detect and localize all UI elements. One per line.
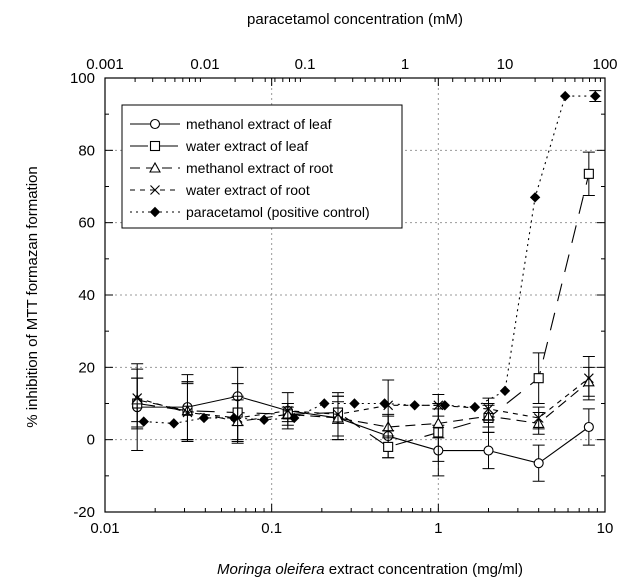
y-axis-title: % inhibition of MTT formazan formation (24, 166, 41, 428)
y-tick-label: 20 (78, 359, 95, 376)
x2-tick-label: 0.01 (190, 56, 219, 73)
y-tick-label: 100 (70, 70, 95, 87)
data-point (182, 407, 193, 418)
data-point (529, 192, 541, 203)
axes: 0.01 0.1 1 10 0.001 0.01 0.1 1 10 100 -20 0 20 40 60 80… (70, 56, 618, 537)
data-point (289, 412, 300, 424)
series-line (137, 377, 590, 419)
x2-tick-label: 0.1 (295, 56, 316, 73)
x-axis-title-italic: Moringa oleifera (217, 561, 325, 578)
x-axis-title: Moringa oleifera extract concentration (… (217, 561, 523, 578)
data-point (533, 458, 544, 469)
legend-marker (150, 185, 160, 195)
data-point (433, 400, 444, 411)
data-point (228, 412, 240, 424)
y-tick-label: 80 (78, 142, 95, 159)
data-point (533, 413, 544, 423)
legend-marker (149, 118, 161, 130)
legend-label: methanol extract of root (186, 160, 333, 176)
legend-label: paracetamol (positive control) (186, 204, 370, 220)
data-point (583, 373, 594, 384)
legend-marker (149, 140, 161, 152)
legend-label: water extract of leaf (185, 138, 308, 154)
x2-tick-label: 100 (592, 56, 617, 73)
data-point (409, 400, 420, 411)
data-point (168, 418, 180, 429)
series-layer (131, 90, 602, 482)
series-line (137, 173, 590, 448)
data-point (132, 393, 143, 403)
series-4 (131, 355, 595, 442)
y-tick-label: 60 (78, 215, 95, 232)
series-line (137, 395, 590, 464)
series-line (143, 95, 596, 424)
data-point (483, 404, 494, 414)
data-point (138, 416, 149, 427)
legend-label: water extract of root (185, 182, 310, 198)
x-axis-title-rest: extract concentration (mg/ml) (325, 561, 523, 578)
data-point (258, 414, 270, 425)
legend-marker (149, 206, 161, 218)
x-tick-label: 0.1 (261, 520, 282, 537)
x2-tick-label: 0.001 (86, 56, 124, 73)
x-tick-label: 0.01 (90, 520, 119, 537)
x2-tick-label: 1 (401, 56, 409, 73)
y-tick-label: 0 (87, 432, 95, 449)
y-tick-label: 40 (78, 287, 95, 304)
series-5 (138, 90, 602, 429)
x-tick-label: 10 (597, 520, 614, 537)
legend-box (121, 104, 403, 229)
data-point (583, 168, 594, 179)
legend-label: methanol extract of leaf (186, 116, 332, 132)
data-point (590, 90, 601, 102)
x-tick-label: 1 (434, 520, 442, 537)
data-point (483, 445, 494, 456)
x2-tick-label: 10 (497, 56, 514, 73)
data-point (319, 398, 330, 409)
series-3 (131, 366, 595, 444)
x2-axis-title: paracetamol concentration (mM) (247, 11, 463, 28)
data-point (198, 412, 210, 424)
data-point (432, 417, 445, 428)
legend-marker (149, 161, 161, 173)
data-point (379, 398, 390, 409)
data-point (469, 401, 481, 413)
data-point (333, 409, 343, 420)
data-point (499, 385, 511, 397)
data-point (383, 441, 394, 452)
data-point (533, 373, 544, 384)
data-point (583, 421, 594, 433)
series-line (137, 381, 590, 428)
legend: methanol extract of leaf water extract of… (121, 104, 403, 229)
y-tick-label: -20 (73, 504, 95, 521)
data-point (439, 400, 451, 411)
data-point (282, 405, 293, 416)
data-point (349, 398, 360, 409)
data-point (559, 90, 571, 102)
